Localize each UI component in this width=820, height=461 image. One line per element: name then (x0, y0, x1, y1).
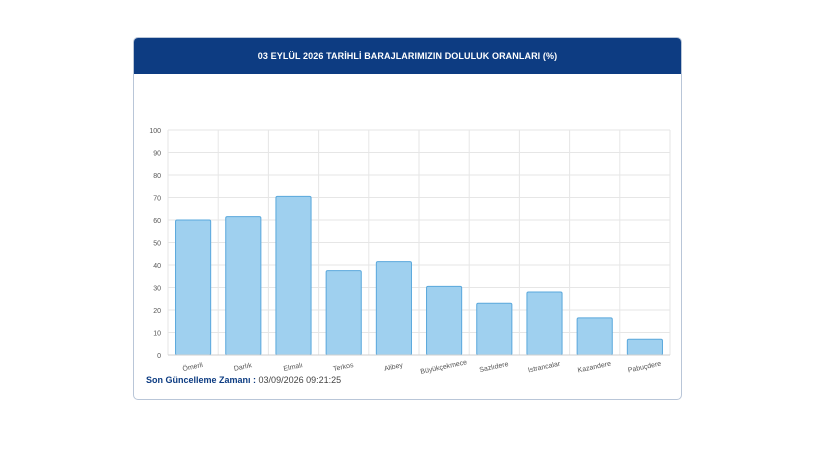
x-tick-label: Alibey (384, 362, 405, 373)
x-tick-label: Kazandere (577, 361, 612, 374)
last-update-label: Son Güncelleme Zamanı : (146, 375, 257, 385)
bar-chart: 0 10 20 30 40 50 60 70 80 90 100 Ömerli Darlık Elmalı… (149, 128, 671, 376)
last-update: Son Güncelleme Zamanı : 03/09/2026 09:21… (146, 375, 341, 385)
x-tick-label: Sazlıdere (479, 361, 509, 374)
y-tick-label: 20 (153, 308, 161, 315)
bar (375, 261, 412, 356)
x-tick-label: Terkos (333, 362, 355, 373)
y-tick-label: 90 (153, 151, 161, 158)
y-tick-label: 10 (153, 331, 161, 338)
x-tick-label: Büyükçekmece (420, 359, 468, 374)
bar (526, 291, 563, 356)
y-tick-label: 60 (153, 218, 161, 225)
chart-area: 0 10 20 30 40 50 60 70 80 90 100 Ömerli Darlık Elmalı… (134, 74, 681, 376)
bar (225, 216, 262, 356)
x-tick-label: Pabuçdere (627, 361, 662, 374)
x-tick-label: Elmalı (283, 362, 304, 373)
y-tick-label: 50 (153, 241, 161, 248)
y-tick-label: 70 (153, 196, 161, 203)
y-tick-label: 0 (157, 353, 161, 360)
bar (175, 219, 212, 356)
bar (325, 270, 362, 356)
last-update-value: 03/09/2026 09:21:25 (258, 375, 342, 385)
chart-card: 03 EYLÜL 2026 TARİHLİ BARAJLARIMIZIN DOL… (133, 37, 682, 400)
y-tick-label: 100 (149, 128, 161, 135)
chart-title: 03 EYLÜL 2026 TARİHLİ BARAJLARIMIZIN DOL… (257, 51, 558, 61)
bar (426, 285, 463, 356)
x-tick-label: Darlık (233, 362, 253, 373)
bar (275, 195, 312, 356)
x-tick-label: Istrancalar (527, 361, 561, 374)
card-header: 03 EYLÜL 2026 TARİHLİ BARAJLARIMIZIN DOL… (134, 38, 681, 74)
bar (576, 317, 613, 356)
y-tick-label: 30 (153, 286, 161, 293)
bar (626, 338, 663, 356)
y-tick-label: 80 (153, 173, 161, 180)
bar (476, 302, 513, 356)
x-tick-label: Ömerli (182, 361, 204, 373)
y-tick-label: 40 (153, 263, 161, 270)
